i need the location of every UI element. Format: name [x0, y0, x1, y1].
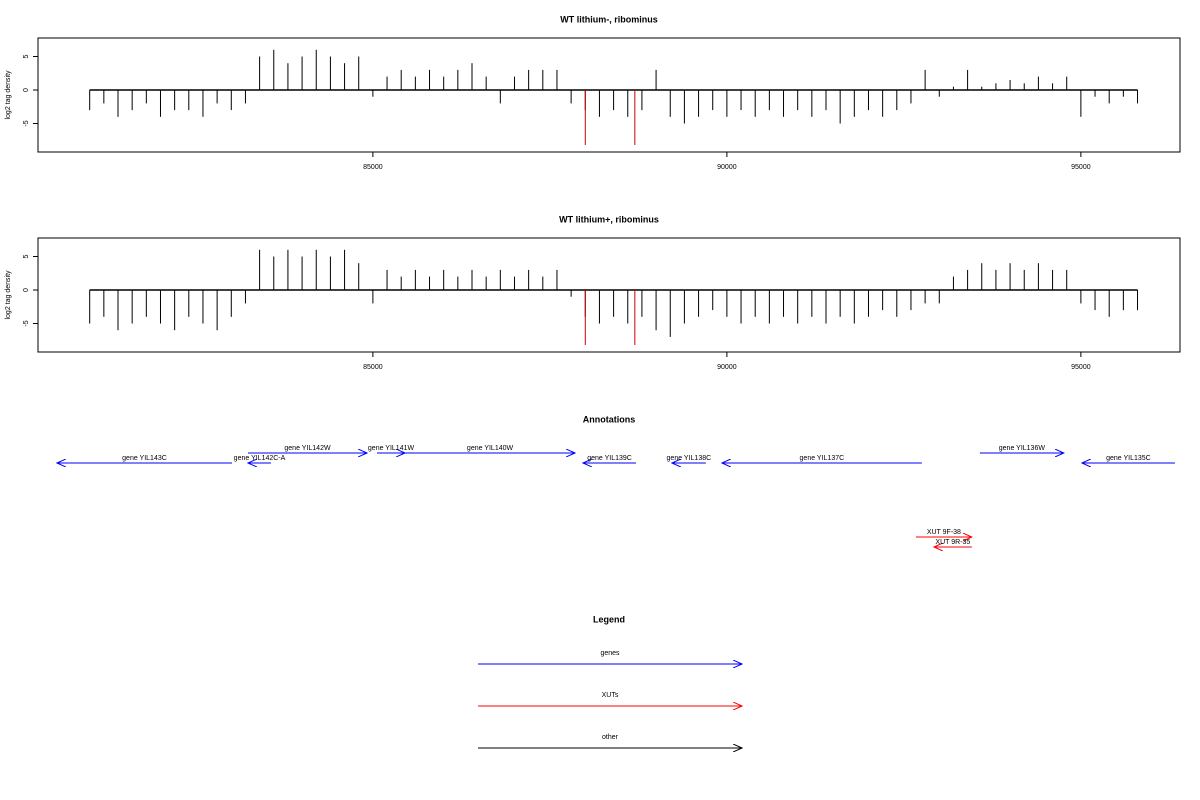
feature-label: gene YIL142C-A — [234, 455, 286, 462]
y-tick-label: -5 — [23, 320, 30, 326]
y-tick-label: 5 — [23, 254, 30, 258]
x-tick-label: 90000 — [717, 164, 737, 171]
legend-label: other — [602, 734, 619, 741]
feature-label: gene YIL143C — [122, 455, 167, 462]
chart-title: WT lithium+, ribominus — [559, 214, 659, 224]
legend-label: XUTs — [602, 692, 619, 699]
feature-label: gene YIL139C — [587, 455, 632, 462]
x-tick-label: 90000 — [717, 364, 737, 371]
x-tick-label: 95000 — [1071, 164, 1091, 171]
feature-label: gene YIL142W — [284, 445, 331, 452]
feature-label: gene YIL135C — [1106, 455, 1151, 462]
x-tick-label: 85000 — [363, 364, 383, 371]
y-axis-label: log2 tag density — [5, 270, 12, 320]
feature-label: gene YIL141W — [368, 445, 415, 452]
x-tick-label: 95000 — [1071, 364, 1091, 371]
y-tick-label: 0 — [23, 288, 30, 292]
x-tick-label: 85000 — [363, 164, 383, 171]
feature-label: XUT 9R-35 — [935, 539, 970, 546]
y-tick-label: 0 — [23, 88, 30, 92]
y-axis-label: log2 tag density — [5, 70, 12, 120]
feature-label: gene YIL138C — [667, 455, 712, 462]
plot-frame — [37, 237, 1181, 353]
chart-title: WT lithium-, ribominus — [560, 14, 658, 24]
legend-title: Legend — [593, 614, 625, 624]
annotations-title: Annotations — [583, 414, 636, 424]
plot-frame — [37, 37, 1181, 153]
feature-label: gene YIL140W — [467, 445, 514, 452]
feature-label: gene YIL136W — [999, 445, 1046, 452]
y-tick-label: 5 — [23, 54, 30, 58]
feature-label: XUT 9F-38 — [927, 529, 961, 536]
y-tick-label: -5 — [23, 120, 30, 126]
feature-label: gene YIL137C — [800, 455, 845, 462]
legend-label: genes — [600, 650, 620, 657]
